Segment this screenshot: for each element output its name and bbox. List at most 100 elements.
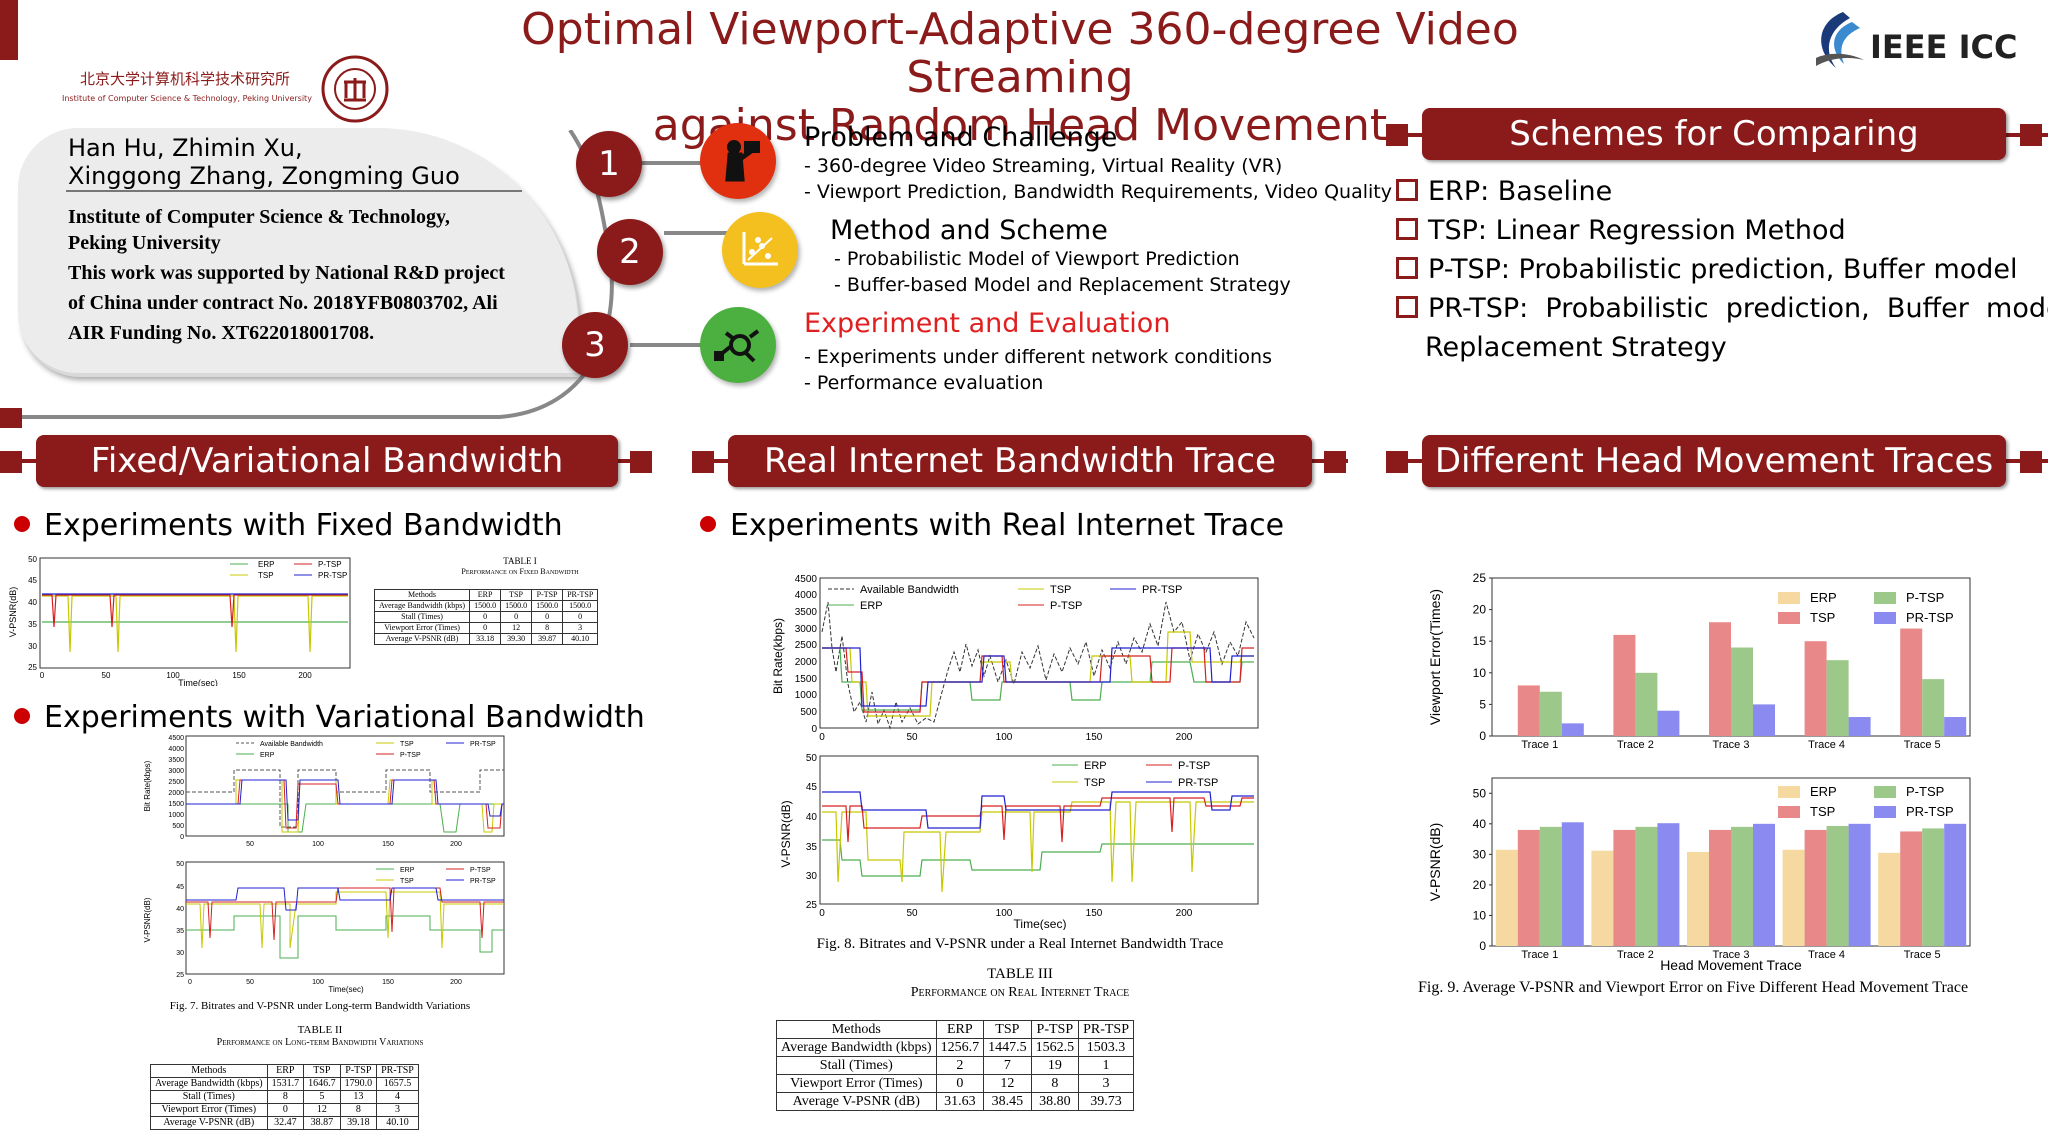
legend-erp: ERP — [260, 752, 275, 759]
svg-text:0: 0 — [819, 908, 825, 919]
svg-text:25: 25 — [28, 663, 37, 672]
x-tick-label: Trace 1 — [1521, 739, 1558, 751]
table-cell: 1 — [1078, 1056, 1135, 1075]
table-cell: Methods — [373, 589, 471, 601]
svg-text:0: 0 — [188, 979, 192, 986]
svg-text:50: 50 — [906, 732, 918, 742]
table-row: Stall (Times) 2 7 19 1 — [776, 1056, 1135, 1075]
legend-prtsp: PR-TSP — [470, 878, 496, 885]
step-3-heading: Experiment and Evaluation — [804, 308, 1171, 339]
table-row: Average Bandwidth (kbps) 1531.7 1646.7 1790… — [150, 1077, 419, 1091]
x-ticks: 50 100 150 200 — [246, 841, 462, 848]
table-cell: Methods — [150, 1064, 268, 1078]
table-fixed-bandwidth: Methods ERP TSP P-TSP PR-TSP Average Bandwidt… — [373, 589, 599, 645]
table-cell: 8 — [531, 622, 564, 634]
bar-p-tsp — [1826, 825, 1849, 946]
table-cell: 0 — [469, 622, 502, 634]
checkbox-icon — [1396, 179, 1418, 201]
table-cell: 33.18 — [469, 633, 502, 645]
table-cell: ERP — [469, 589, 502, 601]
table-cell: 3 — [1078, 1074, 1135, 1093]
svg-text:100: 100 — [166, 671, 180, 680]
svg-text:4500: 4500 — [795, 574, 818, 585]
legend-ptsp: P-TSP — [1050, 600, 1082, 612]
bar-p-tsp — [1826, 660, 1849, 736]
svg-text:50: 50 — [246, 841, 254, 848]
table-cell: 4 — [376, 1090, 419, 1104]
svg-text:45: 45 — [176, 884, 184, 891]
table-row: Viewport Error (Times) 0 12 8 3 — [776, 1074, 1135, 1093]
x-tick-label: Trace 1 — [1521, 949, 1558, 961]
schemes-banner-square-left — [1386, 124, 1408, 146]
table-cell: 1500.0 — [531, 600, 564, 612]
bar-pr-tsp — [1561, 822, 1584, 946]
affiliation-line-2: Peking University — [68, 232, 221, 254]
x-ticks: 0 50 100 150 200 — [819, 732, 1193, 742]
scheme-desc: : Linear Regression Method — [1477, 215, 1846, 246]
bar-p-tsp — [1539, 826, 1562, 946]
step-1-number: 1 — [576, 131, 642, 197]
funding-note: This work was supported by National R&D … — [68, 262, 505, 344]
scheme-desc: : Baseline — [1480, 176, 1613, 207]
bar-p-tsp — [1635, 826, 1658, 946]
y-tick-label: 15 — [1473, 634, 1487, 648]
legend: ERP P-TSP TSP PR-TSP — [1052, 760, 1218, 789]
step-2-line-1: - Probabilistic Model of Viewport Predic… — [834, 248, 1240, 270]
table-cell: 38.87 — [303, 1116, 341, 1130]
legend-swatch — [1778, 806, 1800, 818]
pku-logo: 北京大学计算机科学技术研究所 Institute of Computer Sci… — [58, 54, 398, 123]
table-cell: 39.30 — [500, 633, 533, 645]
table-cell: 13 — [339, 1090, 378, 1104]
y-tick-label: 40 — [1473, 817, 1487, 831]
right-banner-square-l — [1386, 451, 1408, 473]
variational-bitrate-plot: 4500 4000 3500 3000 2500 2000 1500 1000 500 0 50 1… — [143, 735, 505, 848]
svg-text:100: 100 — [996, 908, 1013, 919]
tsp-line — [186, 779, 504, 833]
bar-erp — [1591, 850, 1614, 946]
y-tick-label: 0 — [1479, 939, 1486, 953]
bar-tsp — [1709, 622, 1731, 736]
y-axis-label: Bit Rate(kbps) — [143, 760, 152, 811]
svg-text:100: 100 — [312, 979, 324, 986]
table-cell: 1503.3 — [1078, 1038, 1135, 1057]
bar-p-tsp — [1922, 679, 1945, 736]
svg-text:30: 30 — [806, 871, 818, 882]
svg-text:150: 150 — [232, 671, 246, 680]
x-axis-label: Head Movement Trace — [1660, 957, 1802, 970]
x-axis-label: Time(sec) — [178, 678, 218, 686]
table-cell: Stall (Times) — [776, 1056, 937, 1075]
table-cell: 2 — [935, 1056, 985, 1075]
y-tick-label: 30 — [1473, 847, 1487, 861]
author-card — [18, 128, 578, 373]
table-header-row: Methods ERP TSP P-TSP PR-TSP — [150, 1064, 419, 1078]
table-cell: 39.18 — [339, 1116, 378, 1130]
table-cell: PR-TSP — [1078, 1020, 1135, 1039]
table1-subtitle: Performance on Fixed Bandwidth — [461, 567, 579, 576]
svg-text:200: 200 — [450, 979, 462, 986]
vpsnr-bar-chart: 0 10 20 30 40 50 Trace 1 Trace 2 Trace 3 Trace 4 T… — [1427, 777, 1971, 970]
bar-pr-tsp — [1848, 717, 1871, 736]
x-tick-label: Trace 4 — [1808, 949, 1845, 961]
step-1-heading: Problem and Challenge — [804, 122, 1118, 153]
scheme-ptsp: P-TSP: Probabilistic prediction, Buffer … — [1396, 250, 2032, 289]
table-header-row: Methods ERP TSP P-TSP PR-TSP — [776, 1020, 1135, 1039]
left-banner-square-r — [630, 451, 652, 473]
scheme-name: TSP — [1428, 215, 1478, 246]
table-cell: 1500.0 — [500, 600, 533, 612]
fig8-caption: Fig. 8. Bitrates and V-PSNR under a Real… — [816, 936, 1224, 952]
svg-text:50: 50 — [102, 671, 111, 680]
svg-text:50: 50 — [806, 753, 818, 764]
mid-banner-square-l — [692, 451, 714, 473]
y-axis-label: V-PSNR(dB) — [1427, 823, 1443, 902]
svg-text:50: 50 — [176, 861, 184, 868]
table-cell: 1256.7 — [935, 1038, 985, 1057]
bar-tsp — [1804, 641, 1827, 736]
bullet-dot — [700, 516, 716, 532]
ptsp-line — [186, 887, 504, 941]
table-cell: 0 — [562, 611, 599, 623]
bar-tsp — [1900, 831, 1923, 946]
legend-prtsp: PR-TSP — [1178, 777, 1218, 789]
table-cell: TSP — [500, 589, 533, 601]
svg-text:200: 200 — [298, 671, 312, 680]
bar-pr-tsp — [1561, 723, 1584, 736]
